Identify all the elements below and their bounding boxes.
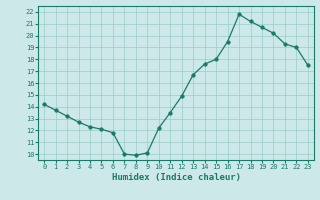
X-axis label: Humidex (Indice chaleur): Humidex (Indice chaleur) [111,173,241,182]
